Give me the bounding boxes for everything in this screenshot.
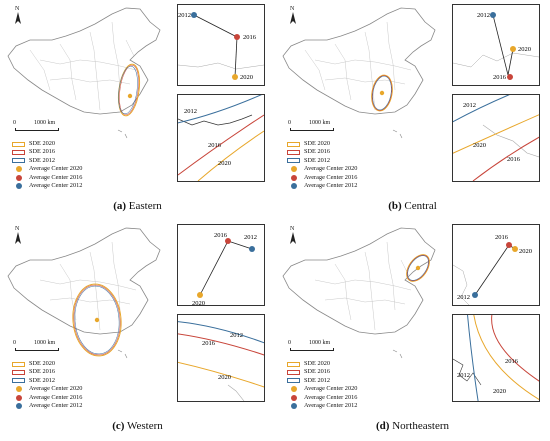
center-2020-marker — [197, 292, 203, 298]
legend: SDE 2020 SDE 2016 SDE 2012 Average Cente… — [287, 140, 357, 190]
inset-center-trajectory: 2012 2016 2020 — [177, 4, 265, 86]
south-china-sea-islands — [117, 129, 128, 139]
province-boundaries — [29, 21, 137, 111]
inset-ellipse-detail: 2012 2016 2020 — [167, 88, 275, 182]
north-arrow-icon: N — [288, 226, 298, 245]
center-2020-marker — [232, 74, 238, 80]
scale-bar: 0 1000 km — [287, 120, 337, 131]
sde-2012 — [372, 75, 392, 111]
panel-eastern: N 0 1000 km SDE 2020 SDE 2016 SDE 2012 Av… — [0, 0, 275, 220]
legend: SDE 2020 SDE 2016 SDE 2012 Average Cente… — [12, 140, 82, 190]
panel-caption: (a) Eastern — [113, 200, 162, 212]
panel-caption: (b) Central — [388, 200, 437, 212]
center-2012-marker — [472, 292, 478, 298]
center-2020-marker — [512, 246, 518, 252]
svg-text:2020: 2020 — [493, 388, 506, 395]
svg-text:2020: 2020 — [519, 248, 532, 255]
scale-bar: 0 1000 km — [12, 120, 62, 131]
china-map — [282, 7, 436, 139]
china-map — [282, 227, 436, 359]
panel-western: N 0 1000 km SDE 2020 SDE 2016 SDE 2012 Av… — [0, 220, 275, 440]
svg-text:2012: 2012 — [230, 332, 243, 339]
sde-2012 — [118, 65, 138, 115]
inset-ellipse-detail: 2012 2016 2020 — [171, 314, 271, 402]
center-2020-marker — [510, 46, 516, 52]
svg-text:2016: 2016 — [208, 142, 222, 149]
center-2016-marker — [225, 238, 231, 244]
inset-center-trajectory: 2016 2012 2020 — [177, 224, 265, 307]
svg-text:2016: 2016 — [202, 340, 216, 347]
sde-2016 — [119, 64, 139, 116]
sde-2020 — [72, 283, 122, 357]
province-boundaries — [304, 21, 412, 111]
scale-bar: 0 1000 km — [287, 340, 337, 351]
china-outline — [282, 227, 436, 335]
center-2020 — [94, 317, 100, 323]
center-2012-marker — [249, 246, 255, 252]
svg-text:2012: 2012 — [457, 372, 470, 379]
svg-text:2012: 2012 — [457, 294, 470, 301]
sde-2016 — [73, 284, 121, 356]
svg-text:2020: 2020 — [192, 300, 205, 305]
north-arrow-icon: N — [13, 226, 23, 245]
legend: SDE 2020 SDE 2016 SDE 2012 Average Cente… — [287, 360, 357, 410]
sde-2016 — [371, 75, 393, 111]
svg-text:2016: 2016 — [243, 34, 257, 41]
inset-ellipse-detail: 2012 2020 2016 — [446, 88, 544, 182]
north-arrow-icon: N — [288, 6, 298, 25]
china-map — [7, 7, 161, 139]
svg-text:2016: 2016 — [214, 232, 228, 239]
center-2012-marker — [490, 12, 496, 18]
south-china-sea-islands — [392, 349, 403, 359]
center-2020 — [415, 265, 421, 271]
province-boundaries — [314, 241, 412, 331]
panel-caption: (d) Northeastern — [375, 420, 449, 432]
svg-text:2016: 2016 — [493, 74, 507, 81]
south-china-sea-islands — [392, 129, 403, 139]
inset-ellipse-detail: 2016 2012 2020 — [452, 308, 546, 408]
svg-text:2012: 2012 — [178, 12, 191, 19]
svg-text:2020: 2020 — [473, 142, 486, 149]
sde-2012 — [74, 285, 120, 355]
china-map — [7, 227, 161, 359]
panel-central: N 0 1000 km SDE 2020 SDE 2016 SDE 2012 Av… — [275, 0, 550, 220]
center-2016-marker — [234, 34, 240, 40]
svg-text:2020: 2020 — [240, 74, 253, 81]
china-outline — [7, 7, 161, 115]
sde-2020 — [371, 74, 393, 112]
scale-bar: 0 1000 km — [12, 340, 62, 351]
panel-northeastern: N 0 1000 km SDE 2020 SDE 2016 SDE 2012 Av… — [275, 220, 550, 440]
svg-text:2020: 2020 — [218, 374, 231, 381]
china-outline — [282, 7, 436, 115]
sde-2012 — [407, 255, 429, 281]
province-boundaries — [39, 241, 137, 331]
center-2016-marker — [506, 242, 512, 248]
svg-text:2016: 2016 — [495, 234, 509, 241]
inset-center-trajectory: 2012 2016 2020 — [452, 4, 540, 86]
center-2012-marker — [191, 12, 197, 18]
svg-text:2016: 2016 — [507, 156, 521, 163]
center-2016-marker — [507, 74, 513, 80]
sde-2016 — [406, 254, 430, 282]
svg-text:2012: 2012 — [477, 12, 490, 19]
svg-text:2012: 2012 — [244, 234, 257, 241]
center-2020 — [379, 90, 385, 96]
center-2020 — [127, 93, 133, 99]
svg-text:2020: 2020 — [218, 160, 231, 167]
legend: SDE 2020 SDE 2016 SDE 2012 Average Cente… — [12, 360, 82, 410]
north-arrow-icon: N — [13, 6, 23, 25]
svg-text:2016: 2016 — [505, 358, 519, 365]
sde-2020 — [406, 254, 430, 282]
svg-text:2012: 2012 — [184, 108, 197, 115]
south-china-sea-islands — [117, 349, 128, 359]
inset-center-trajectory: 2016 2020 2012 — [452, 224, 540, 306]
svg-text:2012: 2012 — [463, 102, 476, 109]
china-outline — [7, 227, 161, 335]
panel-caption: (c) Western — [112, 420, 163, 432]
svg-text:2020: 2020 — [518, 46, 531, 53]
